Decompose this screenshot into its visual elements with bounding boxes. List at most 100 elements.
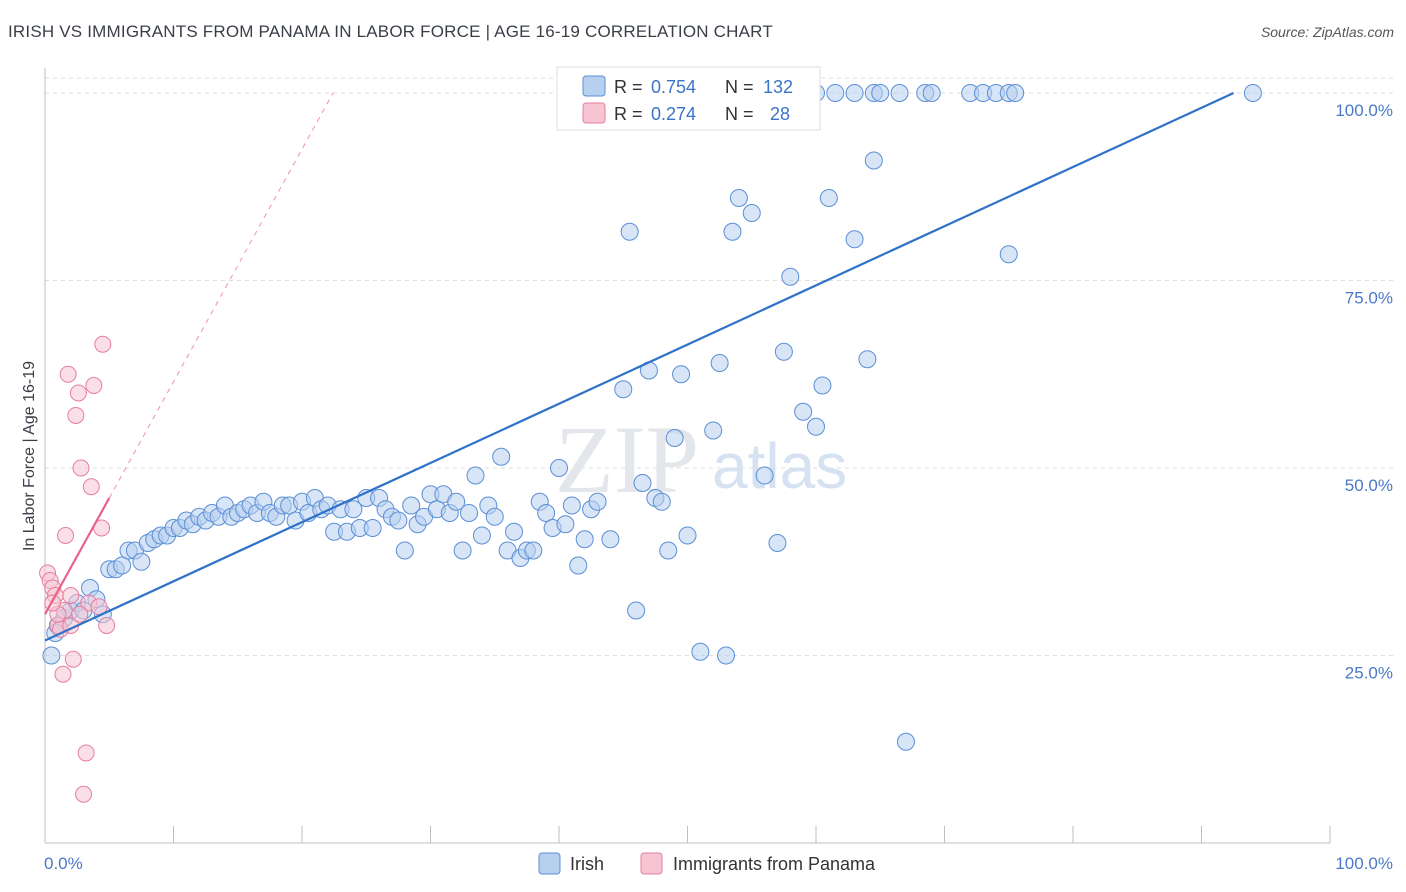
irish-point (569, 556, 588, 575)
irish-point (550, 459, 568, 477)
irish-point (717, 646, 736, 665)
irish-point (858, 350, 877, 369)
panama-point (62, 587, 80, 604)
stats-legend: R = 0.754 N = 132 R = 0.274 N = 28 (556, 66, 821, 131)
irish-point (562, 496, 581, 515)
x-tick-label-max: 100.0% (1335, 854, 1393, 873)
irish-point (659, 541, 678, 560)
irish-point (575, 530, 594, 549)
irish-point (601, 530, 620, 549)
irish-point (492, 447, 511, 466)
panama-point (94, 335, 112, 353)
irish-point (672, 365, 691, 384)
irish-point (781, 267, 800, 286)
chart-source: Source: ZipAtlas.com (1260, 24, 1394, 40)
irish-point (1243, 84, 1262, 102)
irish-point (652, 492, 671, 511)
panama-point (54, 665, 72, 683)
irish-point (42, 646, 61, 665)
irish-point (890, 84, 909, 102)
trend-layer (44, 92, 1235, 642)
irish-point (871, 84, 890, 102)
irish-point (389, 511, 408, 530)
irish-point (710, 354, 729, 372)
panama-point (71, 605, 89, 623)
y-tick-label: 100.0% (1335, 101, 1393, 120)
panama-point (82, 478, 100, 496)
points-layer (39, 84, 1262, 803)
irish-point (344, 500, 363, 519)
legend-r-value-2: 0.274 (651, 104, 696, 124)
watermark-atlas: atlas (712, 430, 847, 502)
irish-point (132, 552, 151, 571)
irish-point (723, 222, 742, 241)
legend-r-label-1: R = (614, 77, 643, 97)
irish-point (794, 402, 813, 421)
irish-point (588, 492, 607, 511)
irish-point (704, 421, 723, 440)
bottom-legend-swatch-panama (640, 852, 663, 875)
irish-point (453, 541, 472, 560)
series-legend: Irish Immigrants from Panama (538, 852, 876, 875)
panama-point (72, 459, 90, 477)
irish-point (466, 466, 485, 485)
x-tick-label-min: 0.0% (44, 854, 83, 873)
bottom-legend-irish: Irish (570, 854, 604, 874)
irish-point (691, 642, 710, 661)
legend-n-value-2: 28 (770, 104, 790, 124)
irish-point (896, 732, 915, 751)
irish-point (556, 515, 575, 534)
irish-point (485, 507, 504, 526)
irish-point (768, 534, 787, 552)
bottom-legend-swatch-irish (538, 852, 561, 875)
irish-point (402, 496, 421, 515)
irish-point (819, 189, 838, 207)
axis-layer: 25.0% 50.0% 75.0% 100.0% 0.0% 100.0% (44, 68, 1393, 873)
panama-point (98, 617, 116, 634)
y-tick-label: 50.0% (1345, 476, 1393, 495)
irish-point (999, 245, 1018, 264)
legend-swatch-panama (582, 102, 606, 124)
panama-point (69, 384, 87, 402)
irish-point (524, 541, 543, 560)
legend-n-value-1: 132 (763, 77, 793, 97)
irish-point (113, 556, 132, 575)
irish-point (395, 541, 414, 560)
irish-point (472, 526, 491, 545)
irish-point (807, 417, 825, 436)
panama-point (57, 527, 75, 544)
irish-trend-line (44, 92, 1235, 642)
chart-title: IRISH VS IMMIGRANTS FROM PANAMA IN LABOR… (8, 22, 773, 41)
legend-swatch-irish (582, 75, 606, 97)
panama-trend-line (44, 497, 111, 615)
panama-point (75, 785, 93, 803)
irish-point (922, 84, 941, 102)
y-tick-label: 25.0% (1345, 664, 1393, 683)
panama-point (85, 377, 103, 394)
panama-point (64, 650, 82, 668)
irish-point (363, 519, 382, 537)
irish-point (774, 342, 793, 361)
irish-point (755, 466, 774, 485)
irish-point (447, 492, 466, 511)
y-tick-label: 75.0% (1345, 289, 1393, 308)
legend-n-label-1: N = (725, 77, 754, 97)
legend-r-value-1: 0.754 (651, 77, 696, 97)
irish-point (505, 522, 524, 541)
irish-point (620, 222, 639, 241)
irish-point (627, 601, 646, 620)
y-axis-title: In Labor Force | Age 16-19 (21, 361, 38, 551)
panama-point (67, 407, 85, 424)
irish-point (460, 504, 479, 522)
bottom-legend-panama: Immigrants from Panama (673, 854, 876, 874)
irish-point (678, 526, 697, 545)
panama-trend-extension (108, 92, 334, 499)
legend-r-label-2: R = (614, 104, 643, 124)
irish-point (813, 376, 832, 395)
irish-point (826, 84, 845, 102)
watermark-zip: ZIP (555, 406, 699, 513)
irish-point (742, 204, 761, 222)
irish-point (665, 429, 684, 447)
irish-point (845, 84, 864, 102)
